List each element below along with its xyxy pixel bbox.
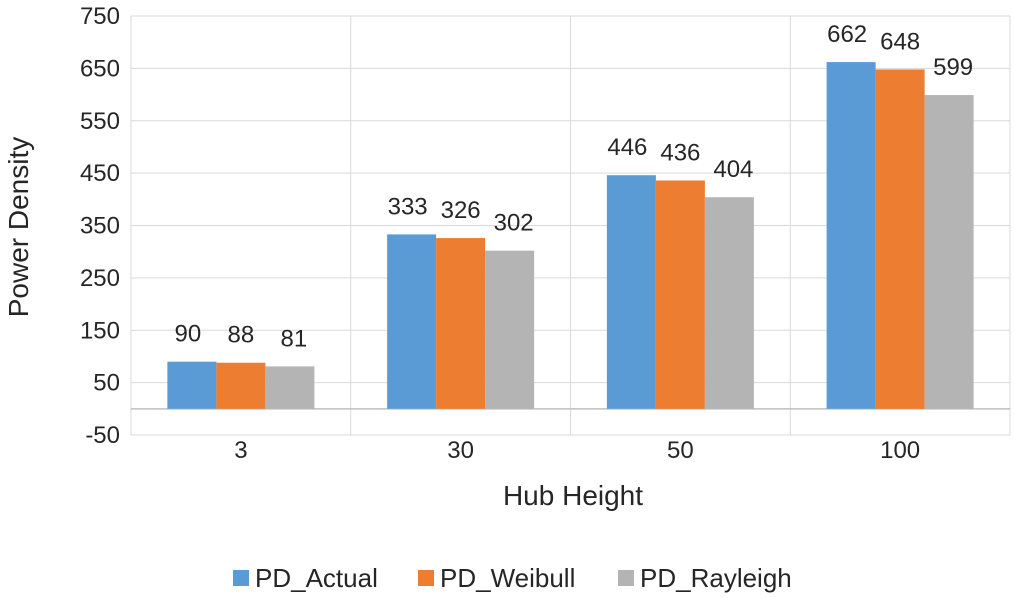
y-tick-label: 350: [80, 213, 120, 240]
data-label: 446: [607, 134, 647, 161]
legend-swatch: [233, 570, 249, 586]
y-tick-label: 50: [93, 370, 120, 397]
legend-item-pd-weibull: PD_Weibull: [418, 563, 575, 593]
bar-pd-weibull-3: [216, 362, 266, 409]
x-axis-ticks: 3 30 50 100: [234, 437, 920, 464]
legend-label: PD_Rayleigh: [640, 563, 792, 593]
y-tick-label: 450: [80, 160, 120, 187]
y-axis-ticks: -50 50 150 250 350 450 550 650 750: [80, 3, 120, 449]
legend-item-pd-rayleigh: PD_Rayleigh: [618, 563, 792, 593]
legend-swatch: [418, 570, 434, 586]
y-tick-label: 750: [80, 3, 120, 30]
data-label: 333: [388, 193, 428, 220]
bar-pd-weibull-30: [436, 238, 486, 409]
y-tick-label: -50: [85, 422, 120, 449]
bar-pd-weibull-100: [875, 69, 925, 409]
x-axis-title: Hub Height: [503, 480, 643, 511]
bar-pd-actual-50: [606, 175, 656, 409]
data-label: 436: [660, 139, 700, 166]
y-tick-label: 150: [80, 317, 120, 344]
bar-pd-actual-30: [387, 234, 437, 409]
data-label: 90: [175, 321, 202, 348]
data-labels: 90 88 81 333 326 302 446 436 404 662 648 599: [175, 21, 974, 352]
legend: PD_Actual PD_Weibull PD_Rayleigh: [233, 563, 792, 593]
y-axis-title: Power Density: [3, 137, 34, 318]
data-label: 404: [713, 156, 753, 183]
y-tick-label: 550: [80, 108, 120, 135]
x-tick-label: 30: [447, 437, 474, 464]
data-label: 302: [494, 210, 534, 237]
legend-item-pd-actual: PD_Actual: [233, 563, 378, 593]
bar-pd-rayleigh-100: [924, 95, 974, 409]
bar-pd-rayleigh-30: [485, 250, 535, 409]
legend-swatch: [618, 570, 634, 586]
bars: [167, 62, 974, 409]
y-tick-label: 650: [80, 55, 120, 82]
x-tick-label: 50: [667, 437, 694, 464]
bar-pd-rayleigh-50: [704, 197, 754, 409]
bar-pd-weibull-50: [655, 180, 705, 409]
legend-label: PD_Actual: [255, 563, 378, 593]
y-tick-label: 250: [80, 265, 120, 292]
legend-label: PD_Weibull: [440, 563, 575, 593]
x-tick-label: 100: [880, 437, 920, 464]
data-label: 648: [880, 28, 920, 55]
bar-pd-actual-3: [167, 361, 217, 409]
data-label: 326: [441, 197, 481, 224]
x-tick-label: 3: [234, 437, 247, 464]
bar-pd-rayleigh-3: [265, 366, 315, 409]
data-label: 88: [228, 322, 255, 349]
data-label: 81: [281, 325, 308, 352]
data-label: 599: [933, 54, 973, 81]
bar-pd-actual-100: [826, 62, 876, 409]
data-label: 662: [827, 21, 867, 48]
